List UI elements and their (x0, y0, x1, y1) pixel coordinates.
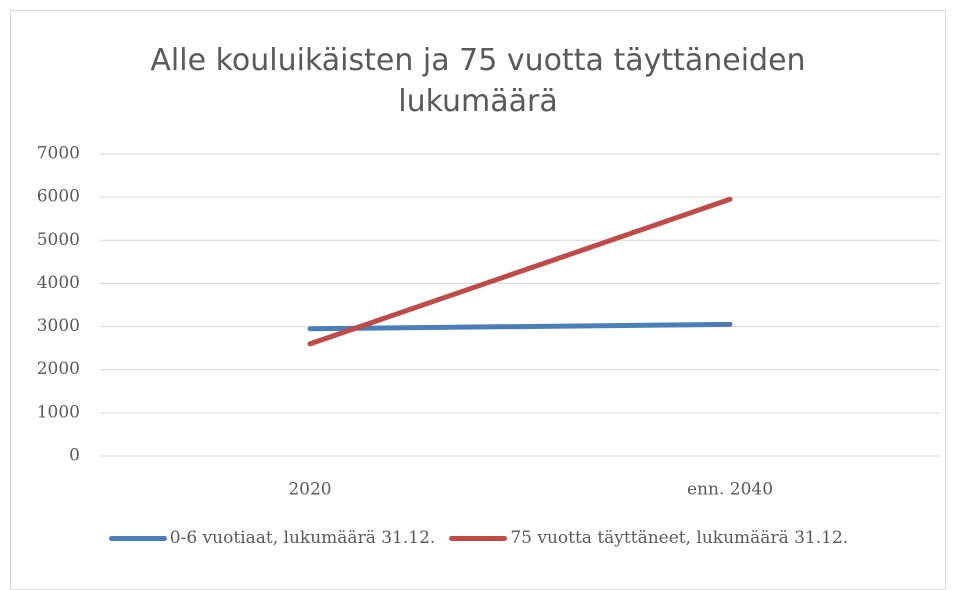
legend: 0-6 vuotiaat, lukumäärä 31.12. 75 vuotta … (0, 528, 957, 548)
legend-swatch (108, 535, 167, 541)
y-tick-label: 0 (69, 446, 80, 466)
page: Alle kouluikäisten ja 75 vuotta täyttäne… (0, 10, 957, 590)
chart: 0 1000 2000 3000 4000 5000 6000 7000 2020 enn. 20… (37, 144, 940, 500)
chart-title: Alle kouluikäisten ja 75 vuotta täyttäne… (150, 43, 806, 119)
y-tick-label: 6000 (37, 187, 80, 207)
y-tick-label: 3000 (37, 316, 80, 336)
y-tick-label: 5000 (37, 230, 80, 250)
y-tick-label: 4000 (37, 273, 80, 293)
legend-label: 0-6 vuotiaat, lukumäärä 31.12. (169, 528, 436, 548)
series-line (307, 196, 733, 347)
legend-label: 75 vuotta täyttäneet, lukumäärä 31.12. (510, 528, 849, 548)
legend-item: 0-6 vuotiaat, lukumäärä 31.12. (108, 528, 436, 548)
x-tick-label: 2020 (288, 480, 331, 500)
series-line (307, 321, 733, 332)
y-tick-label: 2000 (37, 359, 80, 379)
y-tick-label: 1000 (37, 402, 80, 422)
legend-swatch (449, 535, 508, 541)
legend-item: 75 vuotta täyttäneet, lukumäärä 31.12. (449, 528, 848, 548)
y-tick-label: 7000 (37, 144, 80, 164)
x-tick-label: enn. 2040 (687, 480, 773, 500)
